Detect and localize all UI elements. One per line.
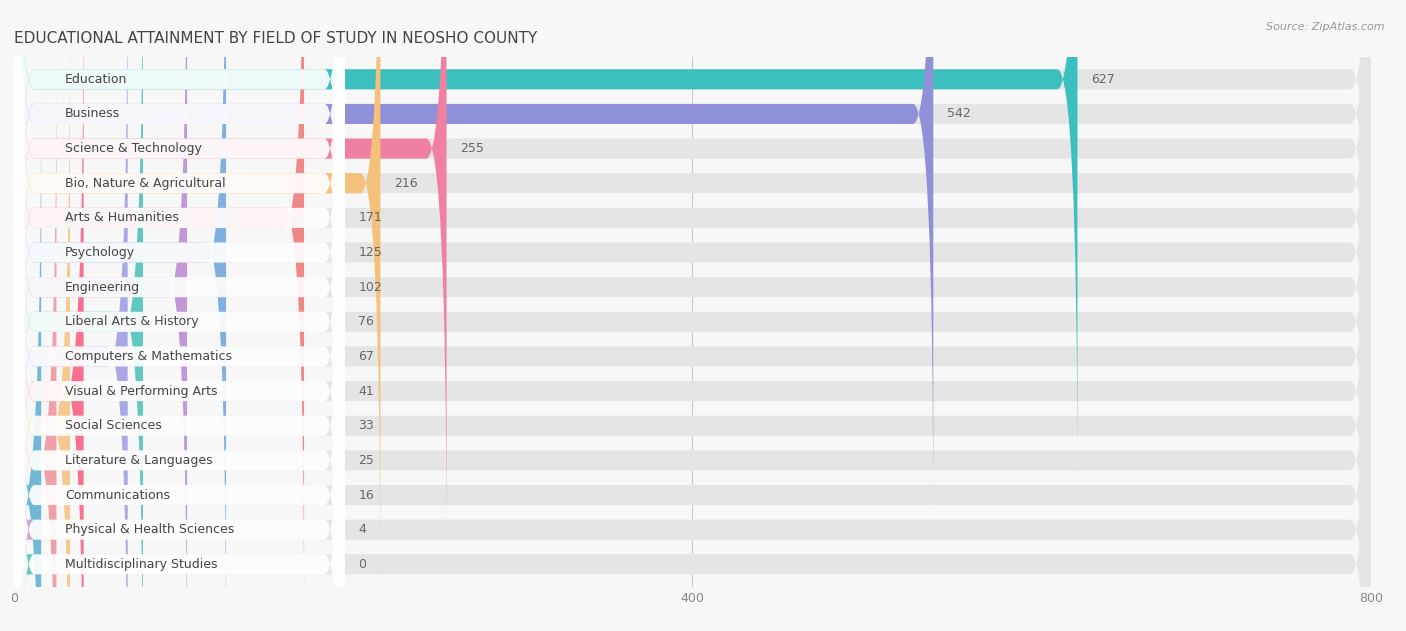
FancyBboxPatch shape [14,0,344,631]
Text: Science & Technology: Science & Technology [65,142,202,155]
Text: Physical & Health Sciences: Physical & Health Sciences [65,523,235,536]
Text: Business: Business [65,107,120,121]
FancyBboxPatch shape [14,20,70,631]
FancyBboxPatch shape [14,90,1371,631]
FancyBboxPatch shape [14,0,934,519]
FancyBboxPatch shape [14,0,304,623]
Text: Liberal Arts & History: Liberal Arts & History [65,316,198,328]
FancyBboxPatch shape [14,0,143,631]
Text: 76: 76 [359,316,374,328]
FancyBboxPatch shape [14,0,1371,631]
FancyBboxPatch shape [14,0,226,631]
Text: 216: 216 [394,177,418,190]
FancyBboxPatch shape [14,0,128,631]
Text: 41: 41 [359,385,374,398]
Text: Engineering: Engineering [65,281,141,293]
Text: 125: 125 [359,246,382,259]
FancyBboxPatch shape [14,158,1371,631]
FancyBboxPatch shape [14,0,1371,554]
FancyBboxPatch shape [14,0,1371,519]
FancyBboxPatch shape [14,0,187,631]
FancyBboxPatch shape [14,0,1371,631]
FancyBboxPatch shape [14,0,1371,631]
FancyBboxPatch shape [14,90,41,631]
Text: 4: 4 [359,523,366,536]
Text: 255: 255 [460,142,484,155]
FancyBboxPatch shape [14,0,447,554]
FancyBboxPatch shape [14,0,344,589]
Text: Social Sciences: Social Sciences [65,419,162,432]
Text: Communications: Communications [65,488,170,502]
FancyBboxPatch shape [14,0,1371,631]
FancyBboxPatch shape [14,55,1371,631]
Text: Psychology: Psychology [65,246,135,259]
Text: Multidisciplinary Studies: Multidisciplinary Studies [65,558,218,571]
Text: Bio, Nature & Agricultural: Bio, Nature & Agricultural [65,177,225,190]
FancyBboxPatch shape [14,0,381,589]
Text: 171: 171 [359,211,382,225]
FancyBboxPatch shape [14,0,344,631]
FancyBboxPatch shape [14,55,56,631]
Text: Source: ZipAtlas.com: Source: ZipAtlas.com [1267,22,1385,32]
Text: Arts & Humanities: Arts & Humanities [65,211,179,225]
Text: 25: 25 [359,454,374,467]
Text: 102: 102 [359,281,382,293]
FancyBboxPatch shape [14,0,344,631]
FancyBboxPatch shape [14,0,344,631]
Text: 542: 542 [946,107,970,121]
FancyBboxPatch shape [14,0,344,519]
Text: 16: 16 [359,488,374,502]
Text: Education: Education [65,73,128,86]
FancyBboxPatch shape [14,0,1371,485]
FancyBboxPatch shape [14,0,344,485]
Text: 627: 627 [1091,73,1115,86]
FancyBboxPatch shape [14,0,1077,485]
Text: Literature & Languages: Literature & Languages [65,454,212,467]
FancyBboxPatch shape [14,0,344,623]
Text: 67: 67 [359,350,374,363]
FancyBboxPatch shape [14,158,344,631]
FancyBboxPatch shape [0,124,34,631]
FancyBboxPatch shape [4,158,34,631]
FancyBboxPatch shape [14,20,344,631]
FancyBboxPatch shape [14,0,83,631]
FancyBboxPatch shape [14,0,1371,623]
FancyBboxPatch shape [14,0,344,631]
FancyBboxPatch shape [14,0,344,554]
FancyBboxPatch shape [14,90,344,631]
FancyBboxPatch shape [14,20,1371,631]
FancyBboxPatch shape [14,124,1371,631]
FancyBboxPatch shape [14,55,344,631]
Text: EDUCATIONAL ATTAINMENT BY FIELD OF STUDY IN NEOSHO COUNTY: EDUCATIONAL ATTAINMENT BY FIELD OF STUDY… [14,31,537,46]
Text: 33: 33 [359,419,374,432]
FancyBboxPatch shape [14,124,344,631]
FancyBboxPatch shape [14,0,1371,589]
Text: Visual & Performing Arts: Visual & Performing Arts [65,385,218,398]
Text: Computers & Mathematics: Computers & Mathematics [65,350,232,363]
Text: 0: 0 [359,558,367,571]
FancyBboxPatch shape [14,0,1371,631]
